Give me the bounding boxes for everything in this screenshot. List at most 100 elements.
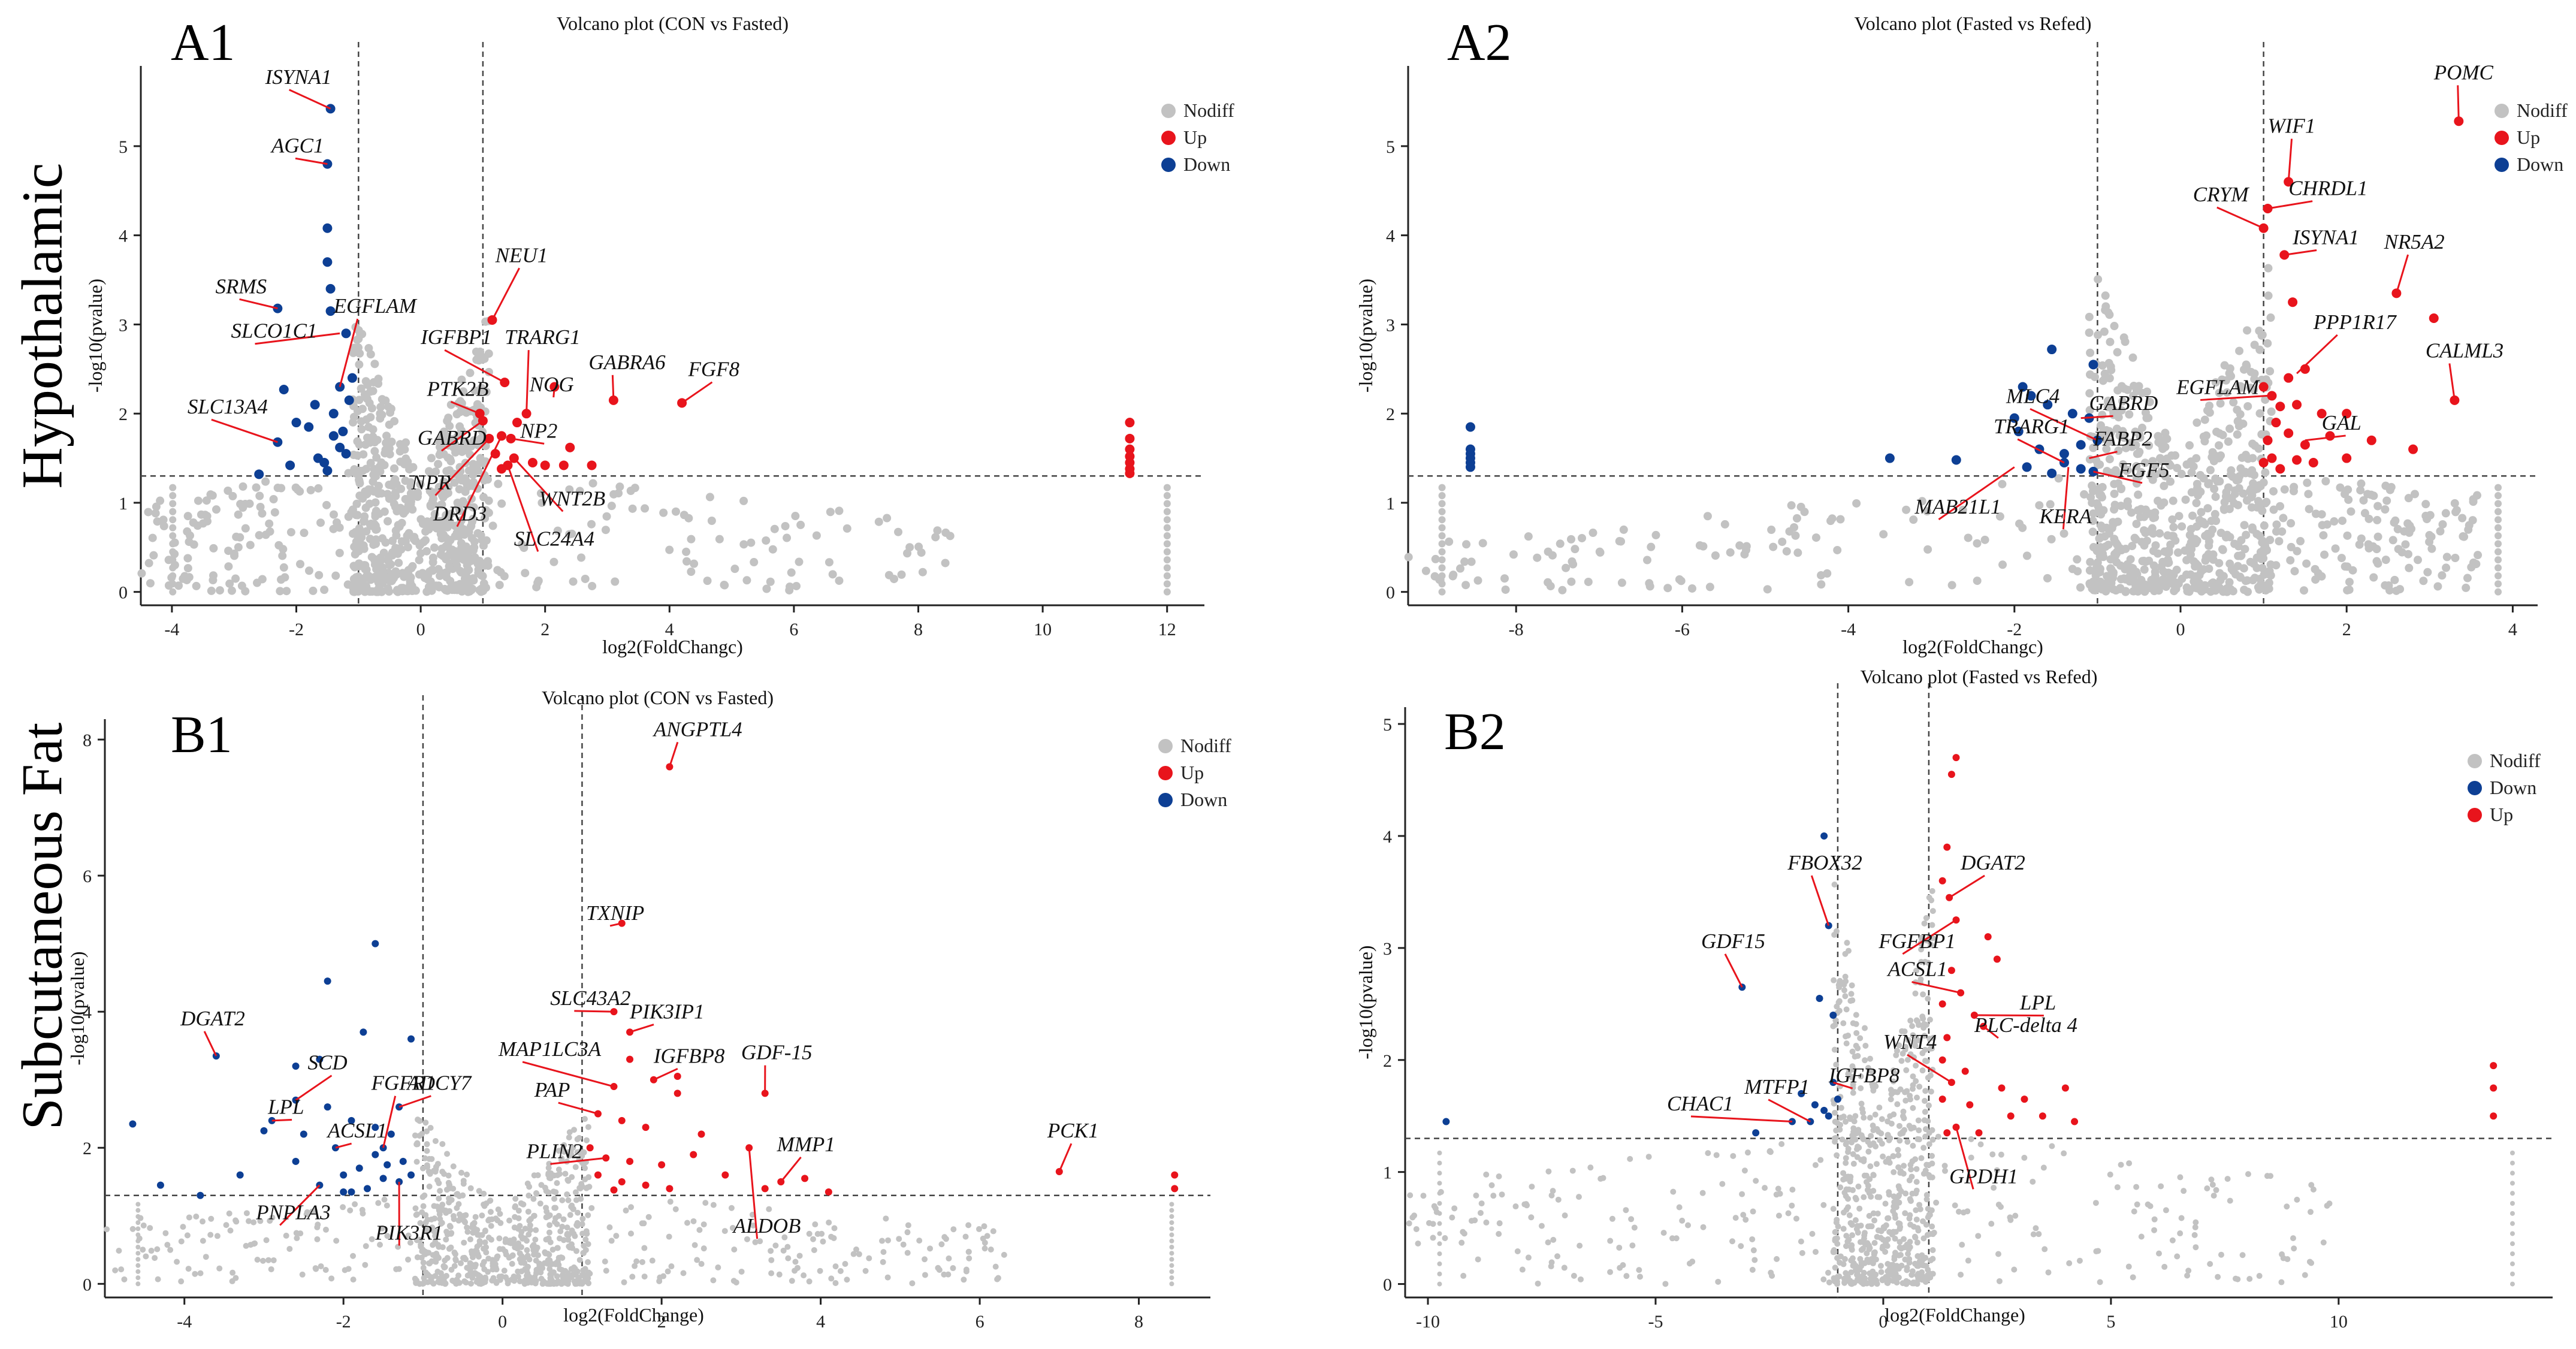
nodiff-point <box>1838 1115 1844 1121</box>
nodiff-point <box>564 1176 571 1183</box>
nodiff-point <box>265 519 274 528</box>
nodiff-point <box>2089 509 2098 518</box>
nodiff-point <box>2207 517 2216 526</box>
nodiff-point <box>961 1276 967 1283</box>
x-tick-label: 8 <box>1134 1312 1143 1332</box>
nodiff-point <box>950 1265 956 1272</box>
nodiff-point <box>419 1131 425 1137</box>
nodiff-point <box>2035 501 2044 510</box>
gene-leader-line <box>558 1101 599 1115</box>
nodiff-point <box>2157 440 2166 449</box>
gene-label: TRARG1 <box>1994 415 2069 438</box>
nodiff-point <box>454 1276 460 1283</box>
nodiff-point <box>1811 533 1820 542</box>
nodiff-point <box>2183 587 2192 596</box>
x-tick-label: 6 <box>789 620 798 639</box>
gene-leader-line <box>456 435 503 527</box>
nodiff-point <box>2462 583 2471 592</box>
nodiff-point <box>2090 373 2099 382</box>
gene-leader-line <box>780 1156 802 1182</box>
nodiff-point <box>2393 524 2402 533</box>
nodiff-point <box>1789 1202 1795 1209</box>
nodiff-point <box>1800 508 1809 517</box>
nodiff-point <box>169 540 177 548</box>
nodiff-point <box>1998 1151 2004 1158</box>
nodiff-point <box>2381 505 2390 514</box>
nodiff-point <box>1744 1149 1751 1156</box>
up-point <box>2366 435 2376 445</box>
nodiff-point <box>520 544 529 553</box>
nodiff-point <box>1589 529 1597 538</box>
nodiff-point <box>1855 1052 1861 1059</box>
nodiff-point <box>387 437 396 446</box>
nodiff-point <box>546 1222 553 1229</box>
gene-label: PIK3R1 <box>375 1221 443 1245</box>
nodiff-point <box>322 1266 329 1273</box>
nodiff-point <box>1455 564 1464 573</box>
nodiff-point <box>229 1278 235 1284</box>
nodiff-point <box>2138 1233 2145 1240</box>
nodiff-point <box>413 1212 419 1218</box>
nodiff-point <box>2130 1274 2136 1281</box>
nodiff-point <box>425 487 434 496</box>
nodiff-point <box>259 1257 266 1264</box>
nodiff-point <box>880 1259 886 1265</box>
nodiff-point <box>2098 376 2107 385</box>
nodiff-point <box>385 420 394 429</box>
legend-marker-up <box>2495 131 2509 145</box>
nodiff-point <box>370 446 379 455</box>
nodiff-point <box>1825 1269 1832 1276</box>
nodiff-point <box>2169 1237 2176 1244</box>
nodiff-point <box>224 486 232 495</box>
gene-label: SLC43A2 <box>550 986 630 1010</box>
nodiff-point <box>1838 1104 1844 1111</box>
nodiff-point <box>1867 1142 1874 1148</box>
down-point <box>279 385 289 394</box>
nodiff-point <box>633 1258 640 1265</box>
nodiff-point <box>300 529 309 538</box>
nodiff-point <box>2191 535 2200 544</box>
nodiff-point <box>2171 536 2180 545</box>
nodiff-point <box>2101 291 2110 300</box>
nodiff-point <box>588 479 597 488</box>
nodiff-point <box>702 1200 709 1206</box>
gene-label: PIK3IP1 <box>629 1000 704 1024</box>
nodiff-point <box>144 559 153 568</box>
nodiff-point <box>2234 1276 2241 1282</box>
nodiff-point <box>2098 524 2107 533</box>
nodiff-point <box>1843 1233 1850 1239</box>
nodiff-point <box>768 1270 775 1276</box>
nodiff-point <box>1891 1193 1897 1200</box>
nodiff-point <box>1849 1187 1856 1193</box>
nodiff-point <box>1892 1235 1898 1242</box>
up-point <box>1938 1000 1946 1008</box>
nodiff-point <box>581 574 590 583</box>
nodiff-point <box>1548 551 1557 560</box>
down-point <box>1885 453 1895 463</box>
nodiff-point <box>1751 1257 1758 1263</box>
nodiff-point <box>1817 1157 1824 1163</box>
nodiff-point <box>1831 977 1837 983</box>
nodiff-point <box>941 1234 948 1241</box>
down-point <box>2018 382 2028 392</box>
nodiff-point <box>2495 580 2502 588</box>
nodiff-point <box>231 574 240 583</box>
nodiff-point <box>1923 1221 1929 1228</box>
nodiff-point <box>476 1232 483 1239</box>
nodiff-point <box>1922 1167 1929 1174</box>
nodiff-point <box>720 581 729 590</box>
nodiff-point <box>579 1215 586 1222</box>
nodiff-point <box>694 1257 700 1263</box>
nodiff-point <box>1874 1210 1881 1217</box>
nodiff-point <box>2272 520 2281 529</box>
nodiff-point <box>363 381 372 390</box>
nodiff-point <box>1864 1240 1871 1247</box>
nodiff-point <box>938 1241 945 1248</box>
nodiff-point <box>167 1247 174 1253</box>
nodiff-point <box>184 1232 191 1239</box>
up-point <box>2490 1062 2498 1070</box>
nodiff-point <box>866 1255 872 1262</box>
nodiff-point <box>370 360 379 369</box>
nodiff-point <box>2345 586 2354 594</box>
nodiff-point <box>2318 521 2327 530</box>
